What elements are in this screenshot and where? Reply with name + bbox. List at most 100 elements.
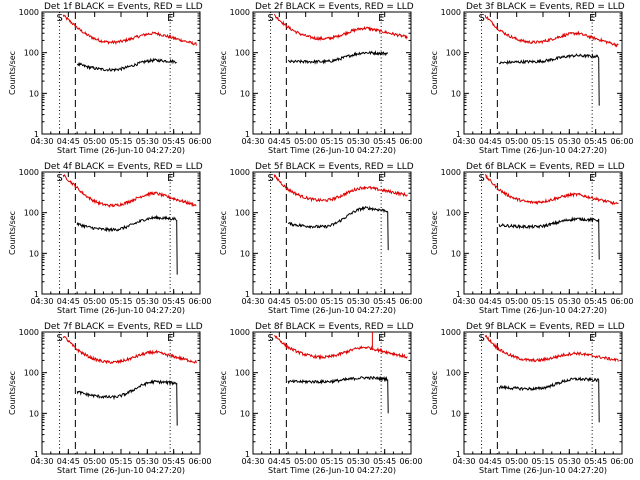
panel-6-ytick-label: 1000 — [441, 168, 461, 177]
panel-1-xtick-label: 04:30 — [30, 137, 53, 146]
panel-5-ytick-label: 1000 — [230, 168, 250, 177]
panel-4-xlabel: Start Time (26-Jun-10 04:27:20) — [57, 306, 185, 315]
panel-3-frame — [463, 11, 623, 135]
panel-8-ytick-label: 1000 — [230, 328, 250, 337]
panel-6-xtick-label: 04:45 — [479, 297, 502, 306]
panel-9-xlabel: Start Time (26-Jun-10 04:27:20) — [479, 466, 607, 475]
panel-1-marker-label: S — [57, 13, 63, 24]
panel-2-ytick-label: 100 — [235, 49, 250, 58]
panel-5-xtick-label: 04:30 — [241, 297, 264, 306]
panel-7-ytick-label: 10 — [29, 409, 39, 418]
panel-6-frame — [463, 171, 623, 295]
panel-7-xtick-label: 05:45 — [162, 457, 185, 466]
panel-2-xtick-label: 05:45 — [373, 137, 396, 146]
panel-2-ylabel: Counts/sec — [219, 51, 228, 95]
panel-7-series-black — [76, 379, 178, 426]
panel-6-marker-label: E — [589, 173, 595, 184]
panel-1-marker-label: E — [167, 13, 173, 24]
panel-6-xtick-label: 04:30 — [452, 297, 475, 306]
panel-4-xtick-label: 05:30 — [136, 297, 159, 306]
panel-8-ytick-label: 10 — [240, 409, 250, 418]
panel-5-xtick-label: 04:45 — [268, 297, 291, 306]
panel-1-xtick-label: 05:45 — [162, 137, 185, 146]
panel-5-xlabel: Start Time (26-Jun-10 04:27:20) — [268, 306, 396, 315]
panel-8-marker-label: S — [268, 333, 274, 344]
panel-4-xtick-label: 05:00 — [83, 297, 106, 306]
panel-7-title: Det 7f BLACK = Events, RED = LLD — [44, 322, 203, 332]
panel-1-xtick-label: 06:00 — [188, 137, 211, 146]
panel-3-ytick-label: 1 — [456, 130, 461, 139]
panel-9-marker-label: S — [479, 333, 485, 344]
panel-7-ytick-label: 100 — [24, 369, 39, 378]
panel-6-xlabel: Start Time (26-Jun-10 04:27:20) — [479, 306, 607, 315]
panel-9-ylabel: Counts/sec — [430, 371, 439, 415]
panel-7-xtick-label: 05:15 — [109, 457, 132, 466]
panel-9-series-red — [484, 334, 619, 363]
panel-2-xtick-label: 06:00 — [399, 137, 422, 146]
panel-7-xtick-label: 04:30 — [30, 457, 53, 466]
panel-9: Det 9f BLACK = Events, RED = LLD 1 10 100 10… — [430, 322, 634, 475]
panel-6-series-black — [498, 216, 600, 260]
panel-7-xtick-label: 04:45 — [57, 457, 80, 466]
panel-1-ytick-label: 10 — [29, 89, 39, 98]
panel-8-marker-label: E — [378, 333, 384, 344]
panel-1: Det 1f BLACK = Events, RED = LLD 1 10 100 10… — [8, 2, 212, 155]
panel-2-marker-label: S — [268, 13, 274, 24]
panel-6-ytick-label: 100 — [446, 209, 461, 218]
panel-9-frame — [463, 331, 623, 455]
panel-9-title: Det 9f BLACK = Events, RED = LLD — [466, 322, 625, 332]
panel-3-marker-label: S — [479, 13, 485, 24]
panel-2-marker-label: E — [378, 13, 384, 24]
panel-5-xtick-label: 05:00 — [294, 297, 317, 306]
panel-2-title: Det 2f BLACK = Events, RED = LLD — [255, 2, 414, 12]
panel-2-xtick-label: 04:45 — [268, 137, 291, 146]
panel-5-ytick-label: 1 — [245, 290, 250, 299]
panel-3-xtick-label: 04:45 — [479, 137, 502, 146]
panel-1-xtick-label: 05:15 — [109, 137, 132, 146]
panel-7-xlabel: Start Time (26-Jun-10 04:27:20) — [57, 466, 185, 475]
panel-4-xtick-label: 06:00 — [188, 297, 211, 306]
panel-6-ylabel: Counts/sec — [430, 211, 439, 255]
panel-3-xlabel: Start Time (26-Jun-10 04:27:20) — [479, 146, 607, 155]
panel-3-ylabel: Counts/sec — [430, 51, 439, 95]
panel-6-xtick-label: 05:15 — [531, 297, 554, 306]
panel-1-frame — [41, 11, 201, 135]
panel-6-series-red — [485, 174, 619, 206]
panel-1-ytick-label: 1000 — [19, 8, 39, 17]
panel-2-ytick-label: 1 — [245, 130, 250, 139]
panel-5-ytick-label: 10 — [240, 249, 250, 258]
panel-6-ytick-label: 10 — [451, 249, 461, 258]
panel-2-series-red — [273, 14, 408, 42]
panel-5-ylabel: Counts/sec — [219, 211, 228, 255]
panel-8-xtick-label: 05:15 — [320, 457, 343, 466]
panel-7-ytick-label: 1000 — [19, 328, 39, 337]
panel-5-series-black — [288, 205, 389, 251]
panel-4-xtick-label: 05:45 — [162, 297, 185, 306]
panel-9-xtick-label: 05:30 — [558, 457, 581, 466]
panel-7-xtick-label: 05:30 — [136, 457, 159, 466]
panel-4-series-red — [62, 174, 197, 209]
panel-4: Det 4f BLACK = Events, RED = LLD 1 10 100 10… — [8, 162, 212, 315]
panel-7-series-red — [62, 335, 197, 365]
panel-2-ytick-label: 1000 — [230, 8, 250, 17]
panel-7: Det 7f BLACK = Events, RED = LLD 1 10 100 10… — [8, 322, 212, 475]
panel-9-ytick-label: 1 — [456, 450, 461, 459]
panel-5-xtick-label: 05:15 — [320, 297, 343, 306]
panel-5-marker-label: E — [378, 173, 384, 184]
panel-4-ytick-label: 100 — [24, 209, 39, 218]
panel-3-ytick-label: 10 — [451, 89, 461, 98]
panel-1-ytick-label: 1 — [34, 130, 39, 139]
panel-4-marker-label: E — [167, 173, 173, 184]
panel-6-xtick-label: 06:00 — [610, 297, 633, 306]
panel-6-title: Det 6f BLACK = Events, RED = LLD — [466, 162, 625, 172]
panel-9-ytick-label: 100 — [446, 369, 461, 378]
panel-8-title: Det 8f BLACK = Events, RED = LLD — [255, 322, 414, 332]
panel-3: Det 3f BLACK = Events, RED = LLD 1 10 100 10… — [430, 2, 634, 155]
panel-4-ytick-label: 1 — [34, 290, 39, 299]
panel-8-ylabel: Counts/sec — [219, 371, 228, 415]
panel-6-xtick-label: 05:30 — [558, 297, 581, 306]
panel-4-ytick-label: 10 — [29, 249, 39, 258]
panel-5-xtick-label: 06:00 — [399, 297, 422, 306]
panel-5-title: Det 5f BLACK = Events, RED = LLD — [255, 162, 414, 172]
panel-4-series-black — [76, 214, 178, 275]
